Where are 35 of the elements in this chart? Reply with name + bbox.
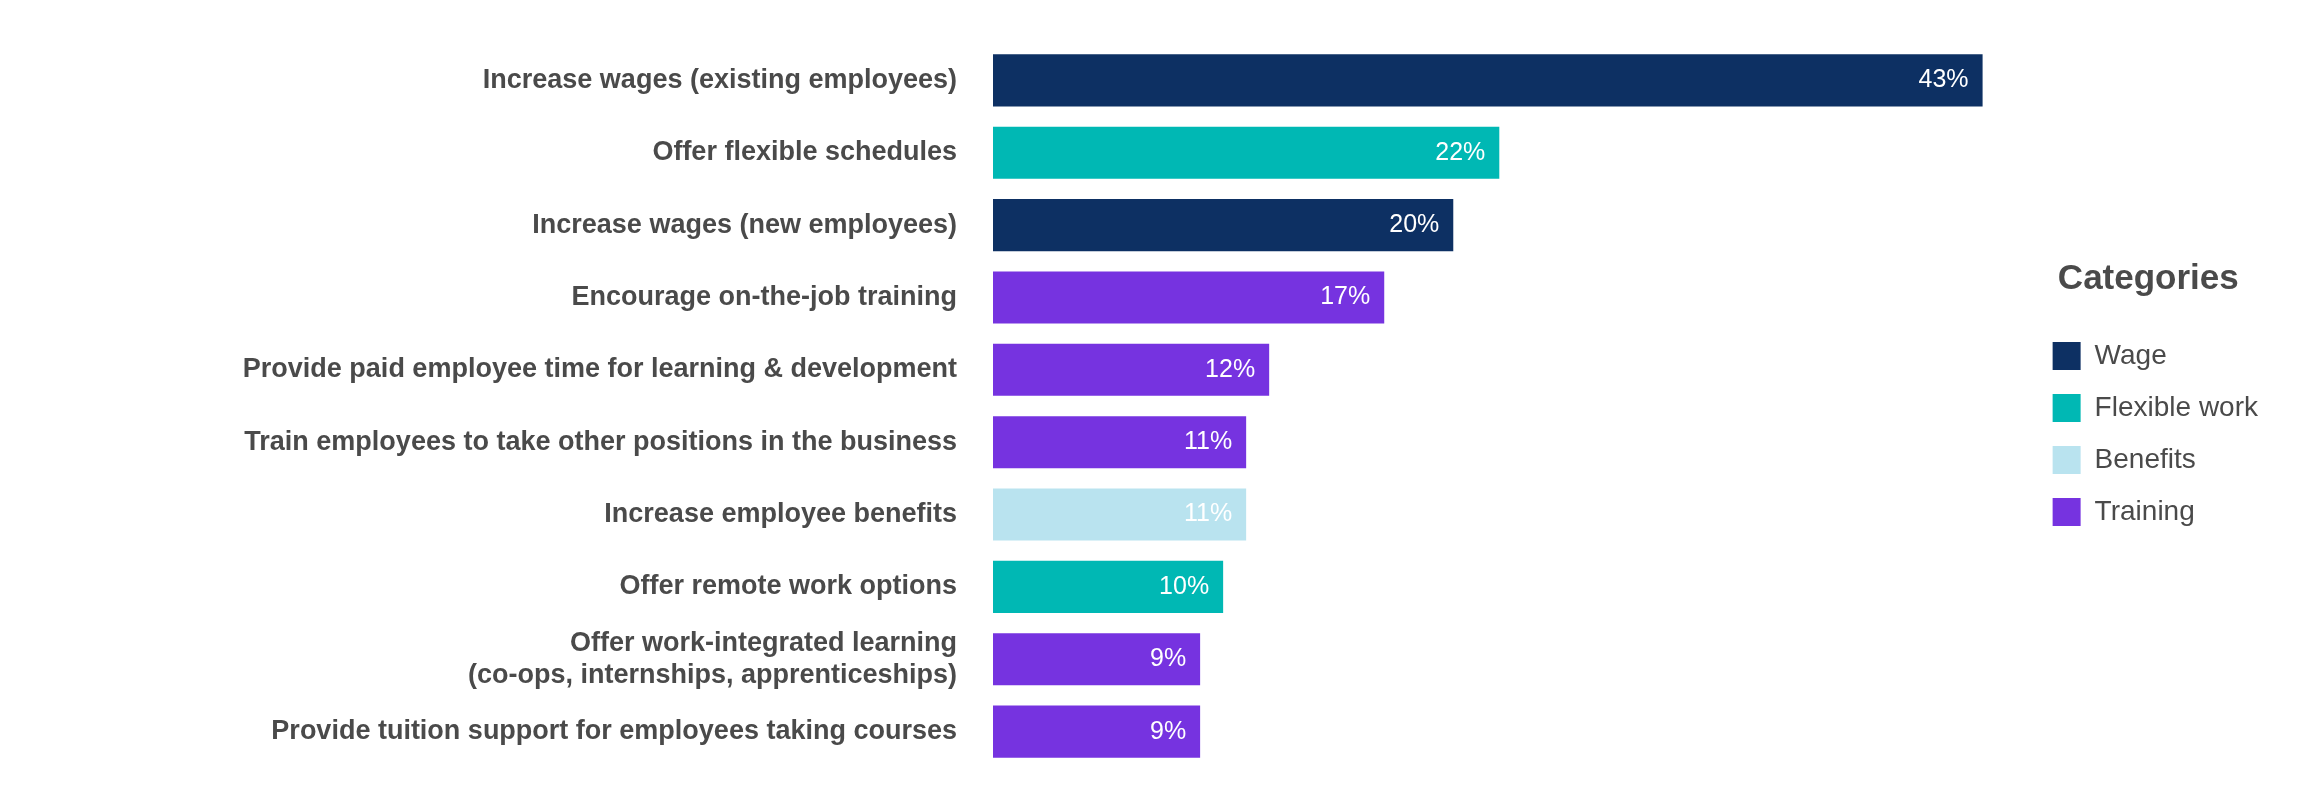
data-label: 22%	[1435, 136, 1486, 165]
bar	[993, 54, 1983, 107]
y-tick-label: Encourage on-the-job training	[571, 280, 957, 311]
y-tick-label: Train employees to take other positions in the business	[244, 425, 957, 456]
legend-label: Training	[2094, 494, 2195, 526]
y-tick-label: Provide paid employee time for learning & development	[242, 353, 958, 384]
legend-title: Categories	[2057, 257, 2239, 297]
bar	[993, 416, 1247, 469]
bar	[993, 126, 1500, 179]
data-label: 9%	[1149, 643, 1187, 672]
bar	[993, 488, 1247, 541]
y-tick-label: Increase wages (new employees)	[532, 208, 957, 239]
data-label: 43%	[1918, 64, 1969, 93]
bar	[993, 705, 1201, 758]
data-label: 17%	[1320, 281, 1371, 310]
legend-label: Flexible work	[2094, 390, 2259, 422]
bar	[993, 343, 1270, 396]
y-tick-label: Offer flexible schedules	[652, 136, 957, 167]
bar	[993, 271, 1385, 324]
data-label: 11%	[1183, 426, 1233, 455]
data-label: 11%	[1183, 498, 1233, 527]
legend-label: Wage	[2094, 338, 2167, 370]
bar	[993, 560, 1224, 613]
bar	[993, 199, 1454, 252]
y-tick-label: Provide tuition support for employees taking courses	[271, 715, 957, 746]
y-tick-label: Offer remote work options	[619, 570, 957, 601]
data-label: 9%	[1149, 715, 1187, 744]
y-tick-label: Increase wages (existing employees)	[482, 63, 957, 94]
legend-label: Benefits	[2094, 442, 2196, 474]
bar	[993, 633, 1201, 686]
data-label: 20%	[1389, 208, 1440, 237]
data-label: 12%	[1205, 353, 1256, 382]
y-tick-label: Increase employee benefits	[604, 497, 957, 528]
data-label: 10%	[1159, 570, 1210, 599]
y-tick-label: Offer work-integrated learning (co-ops, internships, apprenticeships)	[467, 626, 957, 689]
